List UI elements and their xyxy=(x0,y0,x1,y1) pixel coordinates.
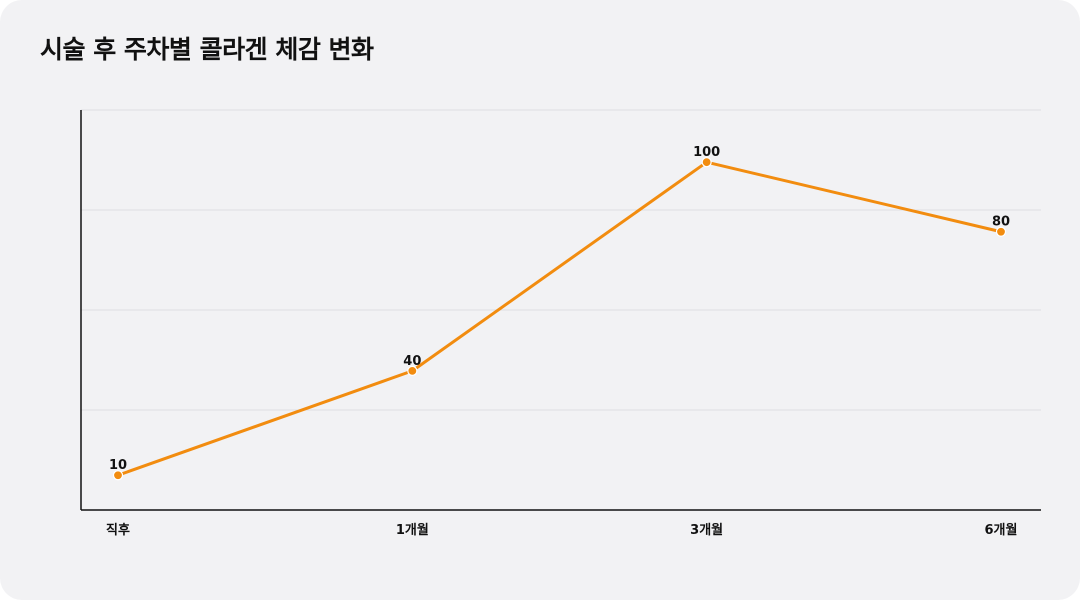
x-tick-label: 6개월 xyxy=(985,522,1018,538)
data-point xyxy=(112,470,124,481)
data-label: 40 xyxy=(403,354,421,369)
x-tick-label: 3개월 xyxy=(690,522,723,538)
data-point xyxy=(701,157,712,168)
x-tick-label: 직후 xyxy=(106,522,130,538)
data-point xyxy=(407,365,418,376)
series xyxy=(112,157,1007,481)
labels: 직후 1개월 3개월 6개월 10 40 100 80 xyxy=(106,145,1017,538)
grid-lines xyxy=(81,109,1041,411)
series-line xyxy=(116,160,1003,477)
data-label: 80 xyxy=(992,215,1010,230)
chart-title: 시술 후 주차별 콜라겐 체감 변화 xyxy=(40,35,374,64)
axes xyxy=(80,110,1041,511)
data-label: 100 xyxy=(693,145,720,160)
data-point xyxy=(995,226,1007,237)
x-tick-label: 1개월 xyxy=(396,522,429,538)
data-label: 10 xyxy=(109,458,127,473)
